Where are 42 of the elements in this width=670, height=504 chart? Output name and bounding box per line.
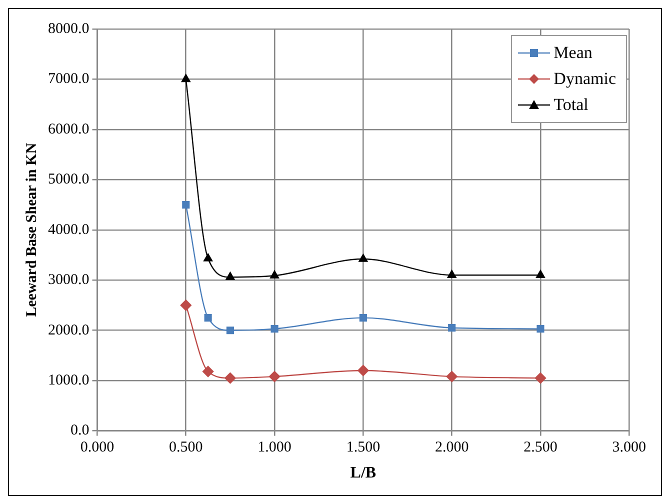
point — [270, 270, 280, 278]
point — [534, 372, 546, 384]
y-tick-label: 5000.0 — [48, 172, 90, 188]
point — [202, 366, 214, 378]
x-tick-label: 0.000 — [80, 440, 114, 456]
y-axis-title: Leeward Base Shear in KN — [24, 142, 40, 317]
point — [448, 324, 456, 332]
x-tick-label: 2.500 — [524, 440, 558, 456]
x-tick-label: 1.500 — [346, 440, 380, 456]
x-tick-label: 3.000 — [612, 440, 646, 456]
point — [204, 253, 213, 262]
point — [180, 300, 192, 311]
point — [358, 254, 368, 262]
point — [204, 314, 212, 322]
point — [358, 364, 369, 376]
point — [268, 370, 280, 382]
legend-label: Mean — [554, 42, 592, 64]
y-tick-label: 7000.0 — [48, 71, 90, 88]
point — [536, 325, 544, 333]
y-tick-label: 0.0 — [70, 422, 90, 439]
legend-label: Dynamic — [554, 68, 616, 90]
x-axis-title: L/B — [350, 464, 376, 482]
x-tick-label: 2.000 — [434, 440, 469, 456]
point — [270, 325, 278, 333]
point — [536, 270, 545, 278]
y-tick-label: 1000.0 — [48, 372, 90, 389]
point — [224, 372, 236, 384]
point — [447, 270, 456, 278]
point — [359, 314, 367, 322]
point — [181, 74, 190, 82]
point — [446, 370, 458, 382]
legend-label: Total — [554, 94, 588, 116]
y-tick-label: 4000.0 — [48, 222, 90, 238]
x-tick-label: 1.000 — [258, 440, 292, 456]
point — [226, 272, 235, 280]
point — [226, 326, 234, 334]
y-tick-label: 6000.0 — [48, 121, 90, 138]
y-tick-label: 3000.0 — [48, 272, 90, 288]
y-tick-label: 2000.0 — [48, 322, 90, 338]
y-tick-label: 8000.0 — [48, 20, 90, 37]
x-tick-label: 0.500 — [169, 440, 203, 456]
point — [182, 201, 190, 209]
